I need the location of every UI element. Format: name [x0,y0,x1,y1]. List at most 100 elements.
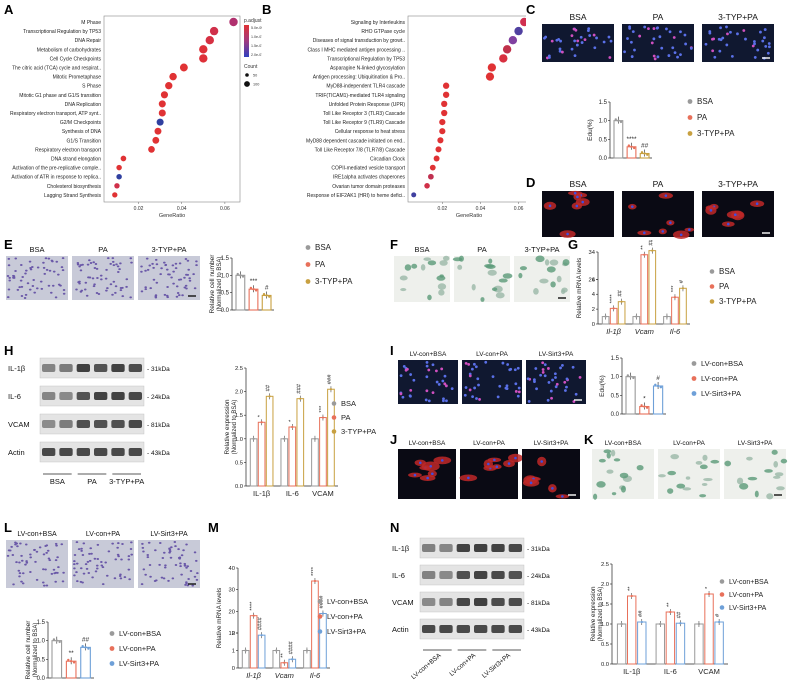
legend-label: LV-con+PA [119,644,156,653]
blot-band [111,392,125,400]
group-title: BSA [29,245,44,254]
data-point [69,660,73,663]
image-tile [622,191,695,240]
data-point [612,307,615,310]
legend-marker [687,131,693,136]
data-point [659,622,662,626]
data-point [268,295,271,298]
term-label: Unfolded Protein Response (UPR) [329,102,406,108]
blot-band [439,598,453,606]
gene-label: VCAM [312,489,334,498]
bar-chart-n: 0.0 0.5 1.0 1.5 2.0 2.5 Relative expression (No… [590,562,769,676]
plot-frame [103,15,241,203]
y-tick-label: 1 [232,649,235,655]
significance-mark: **** [250,601,256,611]
legend-marker [317,599,323,604]
count-legend-label: 50 [253,74,257,78]
y-tick-label: 2.5 [235,366,243,372]
legend-marker [331,415,337,420]
lane-label: 3-TYP+PA [109,477,144,486]
blot-band [42,392,56,400]
y-axis-label-2: (Normalized to BSA) [598,587,604,642]
group-title: BSA [414,245,429,254]
bar [679,287,687,325]
bar [311,580,319,669]
term-dot [424,183,430,189]
blot-band [456,625,470,633]
data-point [629,375,632,378]
data-point [654,383,657,386]
bar [665,611,676,665]
legend-label: LV-Sirt3+PA [119,659,159,668]
blot-band [456,544,470,552]
data-point [72,661,76,664]
term-label: Response of EIF2AK1 (HRI) to heme defici… [307,193,405,199]
legend-marker [709,269,715,274]
lane-label: BSA [50,477,65,486]
data-point [643,405,646,408]
data-point [651,249,654,252]
group-title: LV-Sirt3+PA [539,351,574,358]
term-dot [158,109,166,117]
panel-label-n: N [390,520,400,535]
legend-label: 3-TYP+PA [315,277,353,286]
significance-mark: **** [311,566,317,576]
significance-mark: * [643,396,646,403]
microscopy-i: LV-con+BSA LV-con+PA LV-Sirt3+PA [398,351,586,404]
y-tick-label: 1.5 [599,100,608,106]
term-dot [114,183,120,189]
group-title: LV-con+BSA [409,440,446,447]
blot-label: Actin [8,448,25,457]
blot-membrane [419,591,525,613]
significance-mark: ** [666,602,672,607]
term-label: MyD88 dependent cascade initiated on end… [306,138,405,144]
bar [652,385,664,415]
data-point [87,647,90,650]
legend-marker [109,646,115,651]
kda-marker: - 24kDa [147,394,170,401]
term-label: Activation of the pre-replicative comple… [12,166,101,172]
term-label: Antigen processing: Ubiquitination & Pro… [313,75,405,81]
term-dot [520,17,526,27]
y-tick-label: 2.0 [601,582,609,588]
y-tick-label: 1.5 [221,256,230,262]
significance-mark: ## [618,289,624,296]
data-point [313,579,317,583]
y-tick-label: 0.5 [611,393,620,399]
bar-chart-e: 0.0 0.5 1.0 1.5 Relative cell number (Normali… [209,243,353,314]
blot-label: IL-6 [392,571,405,580]
data-point [697,622,701,626]
bar [616,623,627,665]
y-axis-label-2: (Normalized to BSA) [232,400,238,455]
group-title: LV-Sirt3+PA [738,440,773,447]
legend-marker [109,661,115,666]
blot-band [491,625,505,633]
legend-label: 3-TYP+PA [719,297,757,306]
y-axis-label: Relative mRNA levels [216,588,223,649]
blot-band [42,364,56,372]
group-title: LV-Sirt3+PA [150,531,188,538]
blot-band [111,448,125,456]
bar-chart-i: 0.0 0.5 1.0 1.5 Edu(%) * # LV-con+BSA LV-con+PA L… [599,356,743,418]
legend-label: BSA [315,243,332,252]
data-point [665,315,669,318]
y-tick-label: 2.5 [601,562,609,568]
term-label: Class I MHC mediated antigen processing … [307,47,405,53]
blot-label: IL-6 [8,392,21,401]
legend-marker [691,376,697,381]
y-tick-label: 1.0 [235,437,243,443]
dot-plot-b: Signaling by Interleukins RHO GTPase cycl… [306,15,526,219]
y-tick-label: 2 [592,307,595,313]
image-tile [542,190,614,238]
legend-label: PA [315,260,326,269]
image-tile [452,255,513,302]
blot-label: Actin [392,625,409,634]
legend-label: BSA [697,97,714,106]
y-tick-label: 0.5 [601,642,609,648]
term-dot [502,45,512,54]
data-point [321,416,325,419]
group-title: LV-con+PA [473,440,505,447]
blot-band [128,364,142,372]
blot-band [111,420,125,428]
panel-label-j: J [390,432,398,447]
